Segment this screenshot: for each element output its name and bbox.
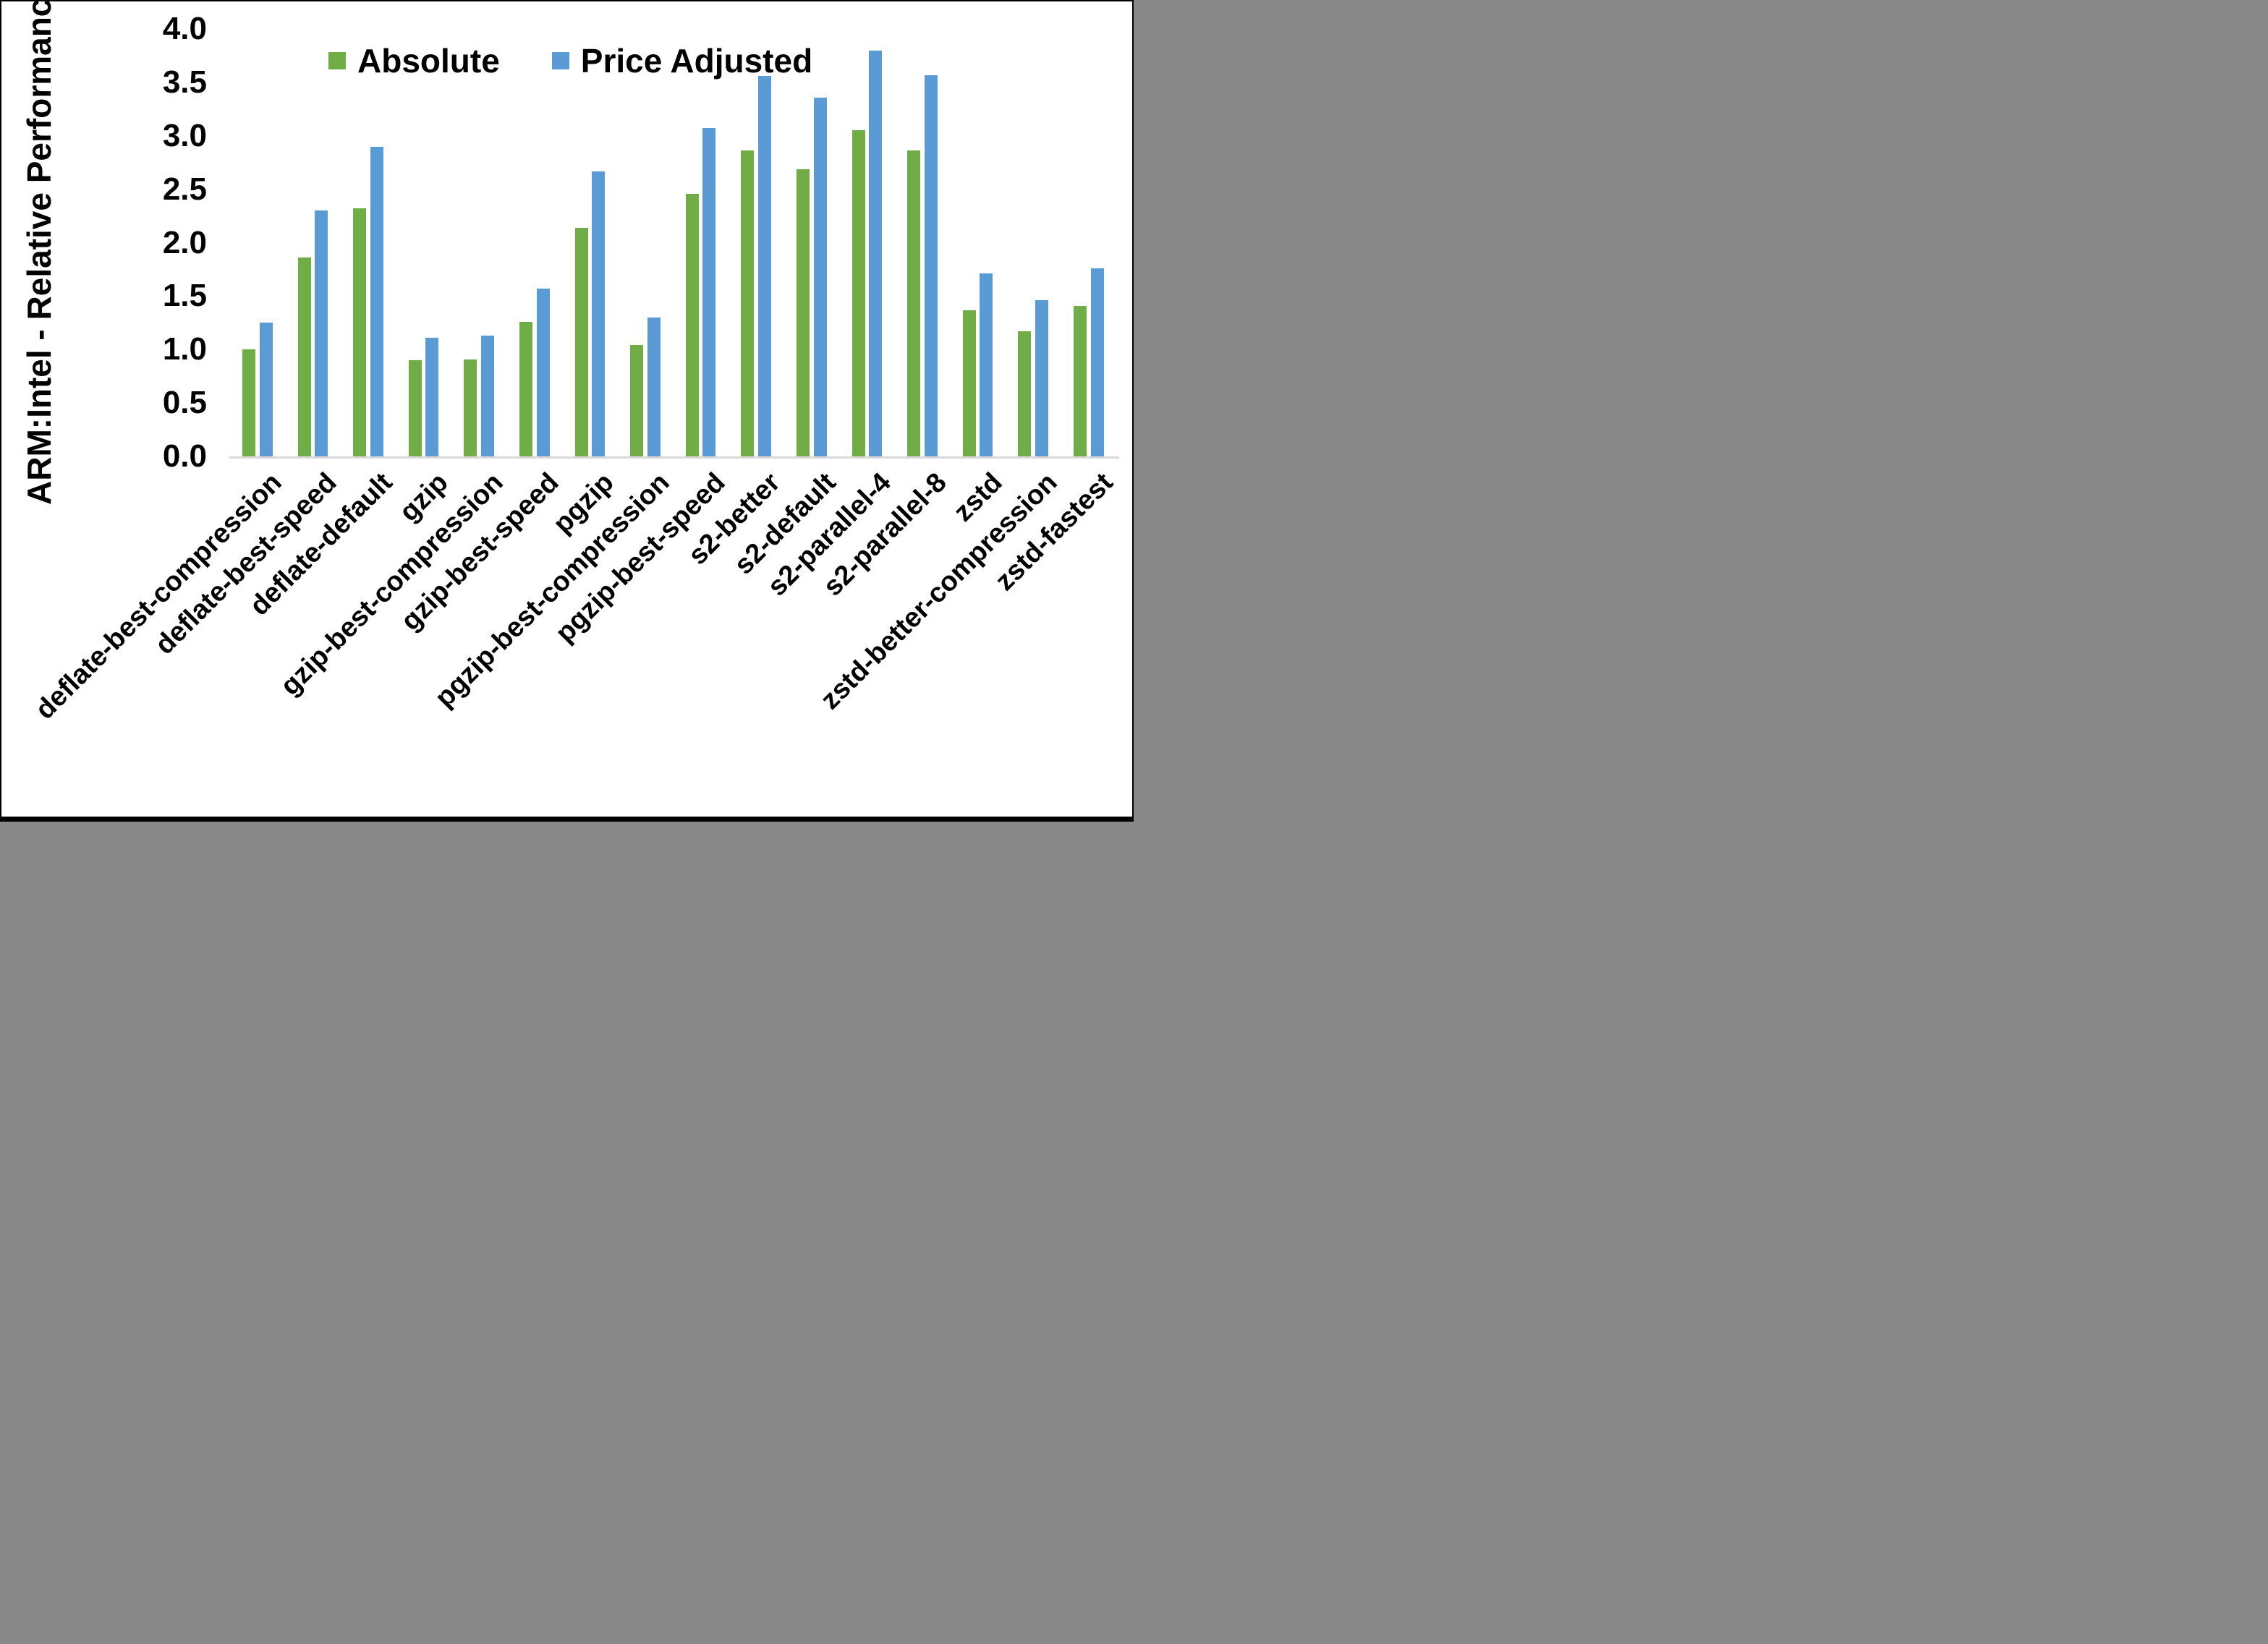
bar-absolute-pgzip-best-speed: [685, 193, 699, 456]
bar-absolute-zstd-fastest: [1074, 305, 1087, 456]
bar-price-adjusted-deflate-default: [370, 146, 383, 456]
y-tick-label: 4.0: [162, 11, 207, 46]
y-tick-label: 0.0: [162, 438, 207, 474]
bar-price-adjusted-s2-parallel-4: [869, 50, 883, 456]
bar-absolute-deflate-default: [353, 208, 367, 456]
bar-absolute-s2-default: [797, 169, 810, 456]
x-axis-line: [229, 456, 1119, 459]
bar-price-adjusted-zstd-fastest: [1090, 268, 1104, 456]
y-axis-title: ARM:Intel - Relative Performance: [20, 0, 58, 505]
legend-label-price-adjusted: Price Adjusted: [580, 42, 813, 80]
bar-absolute-gzip-best-speed: [519, 321, 532, 456]
bar-absolute-deflate-best-speed: [297, 257, 311, 456]
bar-absolute-s2-better: [741, 150, 755, 456]
legend-swatch-absolute: [328, 52, 346, 69]
bar-price-adjusted-s2-default: [813, 97, 827, 456]
bar-price-adjusted-gzip: [425, 337, 439, 456]
y-tick-label: 3.0: [162, 117, 207, 153]
bar-absolute-zstd: [962, 310, 976, 456]
y-tick-label: 1.0: [162, 331, 207, 367]
bar-price-adjusted-zstd: [980, 273, 993, 456]
bar-price-adjusted-zstd-better-compression: [1035, 300, 1048, 456]
bar-absolute-zstd-better-compression: [1018, 331, 1032, 456]
chart-container: ARM:Intel - Relative Performance Absolut…: [0, 0, 1134, 822]
y-tick-label: 0.5: [162, 385, 207, 421]
legend: Absolute Price Adjusted: [328, 41, 812, 80]
bar-price-adjusted-pgzip: [592, 171, 606, 456]
bar-price-adjusted-deflate-best-speed: [315, 210, 328, 456]
bar-absolute-pgzip: [574, 227, 588, 456]
bar-price-adjusted-gzip-best-speed: [536, 289, 550, 456]
bar-absolute-gzip-best-compression: [464, 359, 477, 456]
bar-price-adjusted-s2-better: [757, 76, 771, 456]
bar-price-adjusted-pgzip-best-compression: [647, 317, 661, 456]
bar-absolute-gzip: [408, 360, 422, 456]
y-tick-label: 2.5: [162, 171, 207, 207]
bar-price-adjusted-pgzip-best-speed: [702, 128, 716, 456]
bar-absolute-deflate-best-compression: [242, 349, 255, 456]
bar-price-adjusted-deflate-best-compression: [259, 323, 273, 456]
y-tick-label: 2.0: [162, 224, 207, 260]
bar-price-adjusted-gzip-best-compression: [480, 336, 494, 456]
legend-swatch-price-adjusted: [551, 52, 569, 69]
bar-price-adjusted-s2-parallel-8: [924, 74, 938, 456]
legend-label-absolute: Absolute: [357, 42, 500, 80]
y-tick-label: 3.5: [162, 64, 207, 100]
y-tick-label: 1.5: [162, 278, 207, 314]
bar-absolute-s2-parallel-4: [851, 130, 865, 456]
bar-absolute-s2-parallel-8: [907, 150, 921, 456]
bar-absolute-pgzip-best-compression: [630, 345, 644, 456]
